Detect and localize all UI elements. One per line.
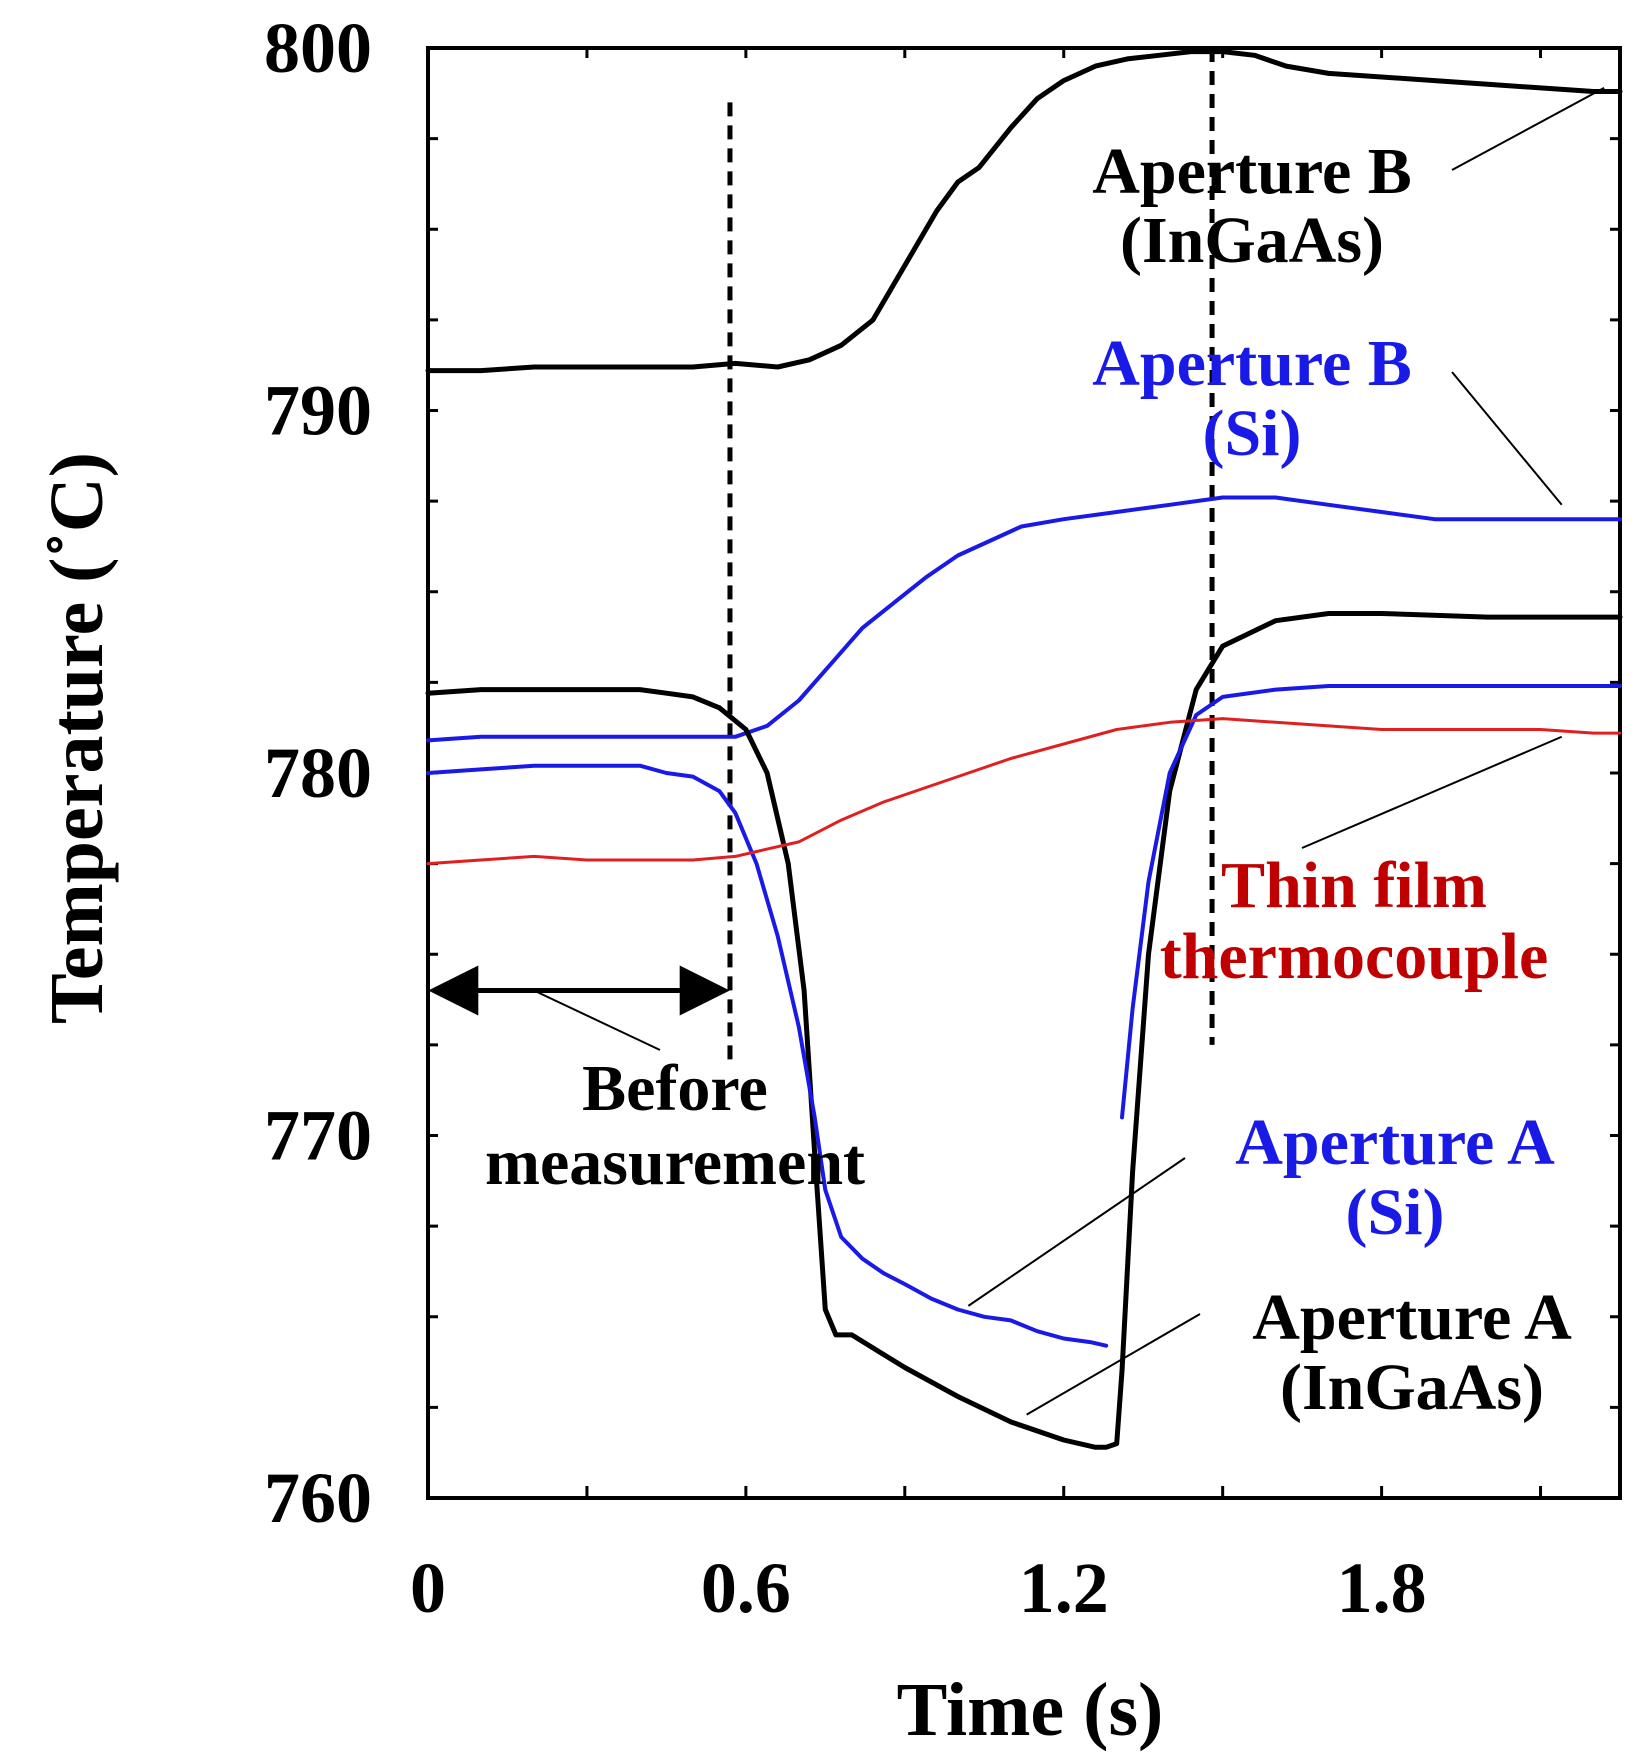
series-line-aperture-b-si	[426, 495, 1622, 743]
x-axis-title: Time (s)	[897, 1668, 1164, 1752]
annotation-aperture-a-ingaas: Aperture A (InGaAs)	[1252, 1281, 1572, 1424]
annotation-aperture-b-si: Aperture B (Si)	[1092, 327, 1412, 470]
annotation-thermocouple-line2: thermocouple	[1160, 920, 1549, 993]
annotation-aperture-a-si-line2: (Si)	[1346, 1176, 1445, 1249]
annotation-aperture-a-ingaas-line1: Aperture A	[1252, 1281, 1572, 1354]
x-tick-label: 1.8	[1337, 1548, 1427, 1628]
annotation-thermocouple-line1: Thin film	[1221, 849, 1487, 922]
y-tick-label: 770	[264, 1096, 372, 1176]
y-tick-label: 780	[264, 733, 372, 813]
annotation-pointers	[533, 86, 1605, 1416]
series-line-aperture-a-ingaas	[425, 611, 1623, 1450]
x-tick-label: 0.6	[701, 1548, 791, 1628]
annotation-aperture-b-si-line1: Aperture B	[1092, 327, 1412, 400]
y-tick-label: 760	[264, 1458, 372, 1538]
annotation-aperture-b-ingaas-line1: Aperture B	[1092, 135, 1412, 208]
y-tick-labels: 760 770 780 790 800	[264, 8, 372, 1538]
y-axis-title: Temperature (˚C)	[35, 452, 119, 1024]
annotation-thin-film-thermocouple: Thin film thermocouple	[1160, 849, 1549, 993]
annotation-aperture-a-si-line1: Aperture A	[1235, 1106, 1555, 1179]
data-series	[425, 49, 1623, 1450]
series-line-aperture-a-si-recovery	[1120, 684, 1622, 1120]
annotation-aperture-a-ingaas-line2: (InGaAs)	[1280, 1351, 1544, 1424]
x-tick-label: 0	[410, 1548, 446, 1628]
annotation-before-measurement: Before measurement	[485, 1052, 865, 1199]
annotation-aperture-b-ingaas-line2: (InGaAs)	[1120, 204, 1384, 277]
annotation-before-measurement-line1: Before	[582, 1052, 768, 1125]
series-line-aperture-b-ingaas	[425, 49, 1623, 374]
x-tick-label: 1.2	[1019, 1548, 1109, 1628]
reference-lines	[727, 48, 1215, 1063]
annotation-aperture-b-ingaas: Aperture B (InGaAs)	[1092, 135, 1412, 277]
x-tick-labels: 0 0.6 1.2 1.8	[410, 1548, 1427, 1628]
annotation-pointer-line	[967, 1157, 1186, 1307]
series-line-thin-film-thermocouple	[426, 717, 1622, 866]
annotation-pointer-line	[533, 989, 661, 1051]
annotation-pointer-line	[1451, 86, 1605, 171]
annotation-before-measurement-line2: measurement	[485, 1126, 865, 1199]
y-tick-label: 800	[264, 8, 372, 88]
annotation-pointer-line	[1026, 1313, 1201, 1416]
annotation-aperture-a-si: Aperture A (Si)	[1235, 1106, 1555, 1249]
annotation-pointer-line	[1451, 371, 1563, 506]
annotation-aperture-b-si-line2: (Si)	[1203, 397, 1302, 470]
series-line-aperture-a-si	[426, 763, 1109, 1348]
annotation-pointer-line	[1301, 735, 1563, 849]
y-tick-label: 790	[264, 371, 372, 451]
